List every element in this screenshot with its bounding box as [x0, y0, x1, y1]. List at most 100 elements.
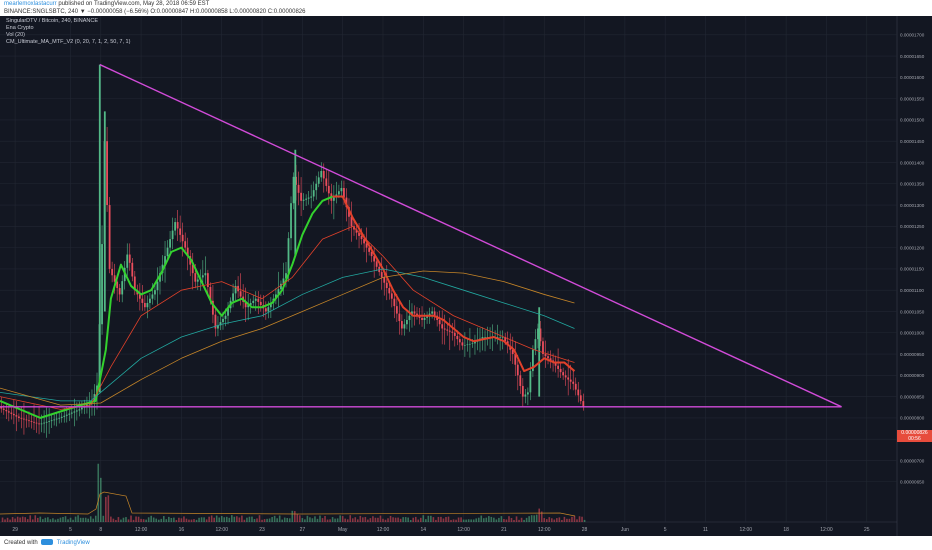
candle-body — [101, 244, 103, 325]
candle-body — [65, 414, 68, 416]
candle-body — [252, 300, 255, 303]
volume-bar — [442, 518, 445, 522]
candle-body — [33, 421, 35, 423]
volume-bar — [228, 517, 231, 522]
volume-bar — [130, 515, 132, 522]
candle-body — [219, 322, 222, 326]
volume-bar — [515, 516, 518, 522]
candle-body — [128, 254, 131, 263]
volume-bar — [581, 516, 583, 522]
volume-bar — [115, 519, 117, 522]
volume-bar — [369, 518, 372, 522]
candle-body — [406, 319, 408, 325]
footer-brand[interactable]: TradingView — [56, 540, 90, 546]
volume-bar — [314, 516, 316, 522]
volume-bar — [545, 519, 548, 522]
x-tick-label: 12:00 — [457, 527, 470, 533]
volume-bar — [203, 517, 205, 522]
volume-bar — [49, 519, 52, 522]
volume-bar — [578, 516, 581, 522]
volume-bar — [135, 516, 137, 522]
candle-body — [426, 315, 428, 318]
candle-body — [564, 375, 567, 378]
candle-body — [287, 238, 290, 274]
candle-body — [10, 412, 13, 414]
candle-body — [549, 358, 552, 361]
candle-body — [149, 298, 151, 303]
candle-body — [526, 392, 529, 395]
candle-body — [441, 324, 444, 329]
ma-line-3 — [0, 270, 575, 406]
volume-bar — [238, 517, 241, 522]
volume-bar — [530, 515, 533, 522]
volume-bar — [125, 517, 127, 522]
candle-body — [572, 381, 575, 384]
volume-bar — [107, 495, 110, 522]
y-tick-label: 0.00000950 — [900, 352, 925, 357]
candle-body — [310, 196, 313, 198]
author-link[interactable]: mearlemoxlastacurr — [4, 1, 57, 7]
volume-bar — [288, 518, 291, 522]
volume-bar — [210, 515, 213, 522]
candle-body — [7, 411, 10, 413]
volume-bar — [236, 516, 238, 522]
legend-study-1: Ena Crypto — [6, 25, 34, 31]
candle-body — [169, 239, 171, 248]
candle-body — [55, 418, 58, 420]
x-tick-label: 5 — [69, 527, 72, 533]
legend-study-ma: CM_Ultimate_MA_MTF_V2 (0, 20, 7, 1, 2, 5… — [6, 39, 131, 45]
candle-body — [421, 317, 423, 320]
ma-fast-line-red — [332, 195, 576, 373]
x-tick-label: Jun — [621, 527, 629, 533]
volume-bar — [180, 518, 183, 522]
volume-bar — [6, 517, 9, 522]
candle-body — [355, 229, 358, 233]
candle-body — [524, 394, 527, 397]
candle-body — [63, 415, 66, 417]
candle-body — [302, 199, 305, 201]
candle-body — [176, 222, 179, 229]
candle-body — [23, 418, 25, 420]
candle-body — [70, 412, 73, 414]
candle-body — [567, 377, 570, 380]
candle-body — [325, 178, 328, 186]
candle-body — [516, 364, 519, 376]
candle-body — [375, 261, 378, 267]
volume-bar — [29, 515, 32, 522]
candle-body — [484, 337, 486, 338]
candle-body — [285, 273, 287, 279]
candle-body — [544, 354, 547, 357]
candle-body — [191, 264, 194, 274]
volume-bar — [465, 519, 467, 522]
candle-body — [461, 342, 464, 346]
y-tick-label: 0.00001500 — [900, 118, 925, 123]
candle-body — [2, 408, 5, 410]
volume-bar — [362, 517, 364, 522]
volume-bar — [120, 519, 122, 522]
price-chart[interactable]: 0.00001700 0.00001650 0.00001600 0.00001550… — [0, 16, 932, 536]
volume-bar — [339, 515, 341, 522]
y-tick-label: 0.00001700 — [900, 33, 925, 38]
volume-bar — [488, 516, 490, 522]
candle-body — [403, 324, 406, 329]
candle-body — [521, 385, 524, 397]
volume-bar — [147, 517, 150, 522]
volume-bar — [82, 517, 84, 522]
volume-bar — [94, 515, 97, 522]
volume-bar — [253, 518, 256, 522]
candle-body — [416, 313, 418, 316]
volume-bar — [183, 516, 185, 522]
volume-bar — [500, 516, 503, 522]
volume-bar — [425, 519, 427, 522]
candle-body — [204, 273, 207, 276]
candle-body — [539, 328, 542, 342]
volume-bar — [299, 515, 301, 522]
candle-body — [25, 419, 28, 421]
candle-body — [133, 276, 136, 291]
volume-bar — [319, 515, 321, 522]
x-tick-label: 21 — [501, 527, 507, 533]
volume-bar — [47, 517, 49, 522]
volume-bar — [162, 516, 165, 522]
volume-bar — [359, 515, 362, 522]
candle-body — [194, 273, 197, 282]
